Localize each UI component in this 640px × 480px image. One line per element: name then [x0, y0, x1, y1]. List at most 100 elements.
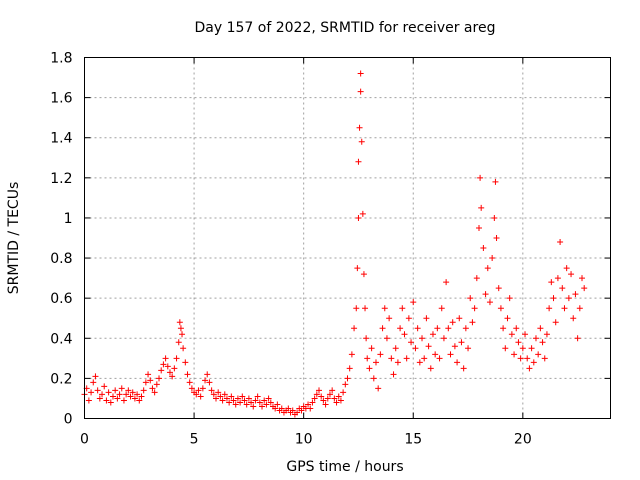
data-point	[436, 355, 443, 362]
data-point	[320, 397, 327, 404]
data-point	[140, 387, 147, 394]
data-point	[570, 315, 577, 322]
x-tick-label: 20	[514, 432, 532, 448]
data-point	[215, 389, 222, 396]
data-point	[175, 339, 182, 346]
data-point	[508, 331, 515, 338]
data-point	[307, 405, 314, 412]
x-tick-label: 15	[404, 432, 422, 448]
data-point	[412, 345, 419, 352]
data-point	[217, 393, 224, 400]
data-point	[383, 335, 390, 342]
data-point	[462, 325, 469, 332]
data-point	[502, 345, 509, 352]
data-point	[213, 395, 219, 402]
data-point	[118, 385, 125, 392]
data-point	[368, 345, 375, 352]
data-point	[169, 373, 176, 380]
data-point	[195, 387, 202, 394]
tick-labels: 0 0.2 0.4 0.6 0.8 1 1.2 1.4 1.6 1.8 0 5 10 15 20	[50, 51, 532, 448]
data-point	[408, 339, 415, 346]
data-point	[434, 325, 441, 332]
data-point	[179, 331, 186, 338]
data-point	[478, 204, 485, 211]
data-point	[416, 359, 423, 366]
data-point	[298, 407, 305, 414]
data-point	[127, 393, 134, 400]
data-point	[432, 351, 439, 358]
data-point	[360, 271, 367, 278]
data-point	[423, 315, 430, 322]
data-point	[142, 379, 149, 386]
data-point	[568, 271, 575, 278]
data-point	[85, 397, 92, 404]
data-point	[559, 285, 566, 292]
data-point	[397, 325, 404, 332]
data-point	[245, 395, 252, 402]
data-point	[333, 399, 340, 406]
data-point	[90, 379, 97, 386]
data-point	[550, 295, 557, 302]
data-point	[519, 345, 526, 352]
data-point	[493, 235, 500, 241]
data-point	[120, 397, 127, 404]
data-point	[237, 399, 244, 406]
data-point	[355, 214, 362, 221]
data-point	[506, 295, 513, 302]
data-point	[272, 405, 279, 412]
data-point	[101, 383, 108, 390]
data-point	[88, 389, 95, 396]
data-point	[230, 397, 237, 404]
data-point	[358, 138, 365, 145]
data-point	[184, 371, 191, 378]
data-point	[548, 279, 555, 286]
data-point	[565, 295, 572, 302]
data-point	[528, 345, 535, 352]
data-point	[366, 365, 373, 372]
data-point	[537, 325, 544, 332]
data-point	[357, 70, 364, 77]
data-point	[572, 291, 579, 298]
data-point	[454, 359, 461, 366]
data-point	[123, 391, 130, 398]
data-point	[182, 359, 189, 366]
data-point	[357, 88, 364, 95]
data-point	[305, 401, 312, 408]
data-point	[351, 325, 358, 332]
data-point	[353, 305, 360, 312]
data-point	[219, 397, 226, 404]
data-point	[511, 351, 518, 358]
data-point	[574, 335, 581, 342]
data-point	[234, 395, 241, 402]
data-point	[166, 369, 173, 376]
data-point	[261, 397, 268, 404]
data-point	[467, 295, 474, 302]
data-point	[491, 214, 498, 221]
data-point	[278, 405, 285, 412]
data-points	[81, 70, 588, 418]
data-point	[241, 397, 248, 404]
data-point	[471, 305, 478, 312]
data-point	[252, 397, 259, 404]
data-point	[197, 393, 204, 400]
data-point	[335, 393, 342, 400]
data-point	[473, 275, 480, 282]
data-point	[158, 367, 165, 374]
data-point	[477, 174, 484, 181]
data-point	[492, 178, 499, 185]
data-point	[316, 387, 323, 394]
data-point	[460, 365, 467, 372]
data-point	[112, 387, 119, 394]
x-axis-label: GPS time / hours	[286, 459, 403, 475]
y-tick-label: 0.8	[50, 251, 72, 267]
plot-frame	[84, 57, 611, 419]
data-point	[188, 385, 195, 392]
data-point	[208, 387, 215, 394]
data-point	[96, 395, 103, 402]
x-tick-label: 10	[295, 432, 313, 448]
data-point	[364, 355, 371, 362]
data-point	[554, 275, 561, 282]
data-point	[256, 399, 263, 406]
data-point	[151, 389, 158, 396]
